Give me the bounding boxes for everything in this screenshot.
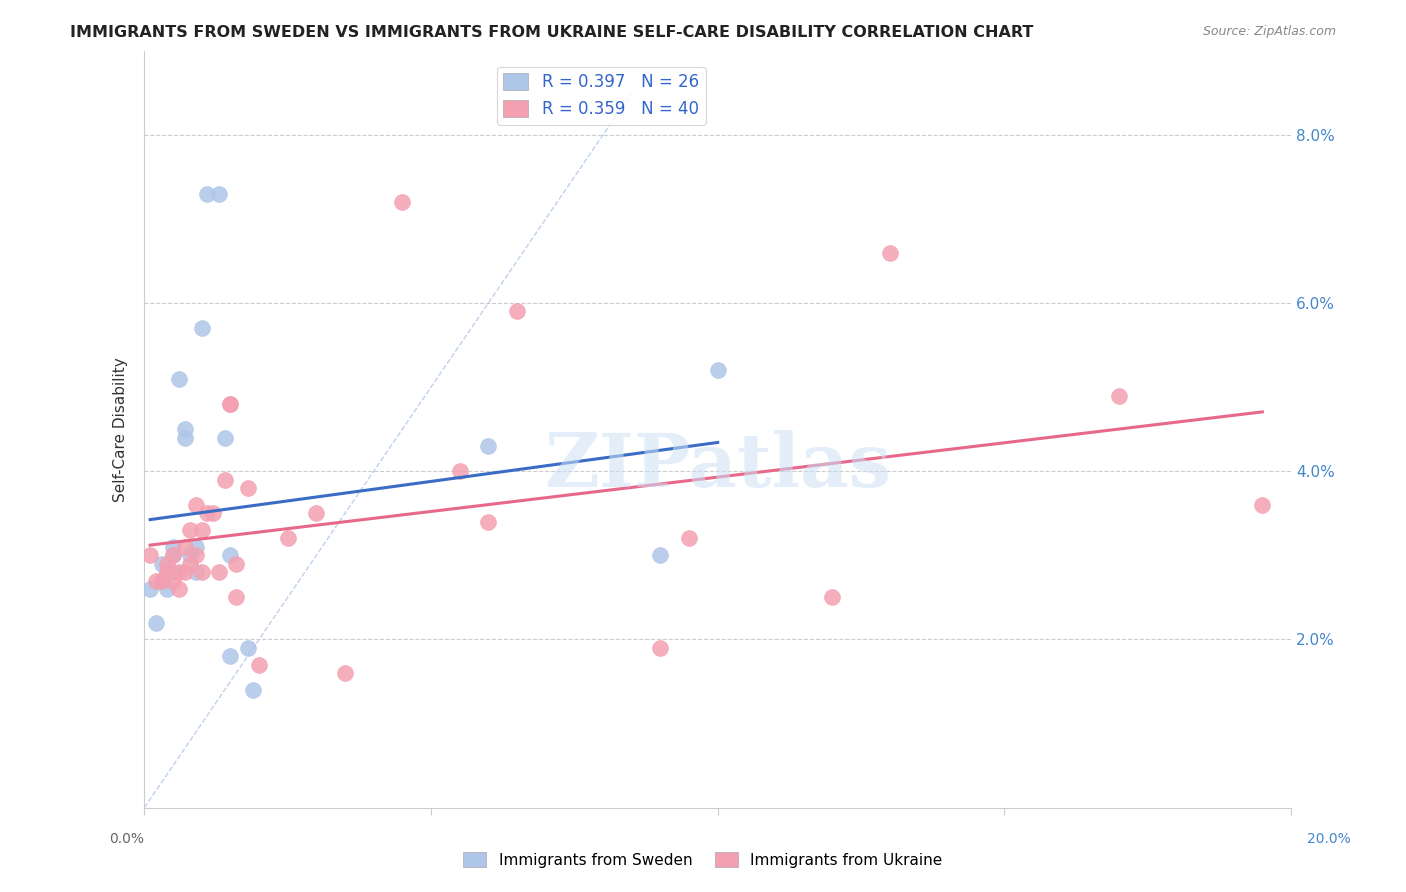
Point [167,565,190,579]
Point [477,515,499,529]
Point [236,481,259,495]
Point [247,657,270,672]
Point [821,591,844,605]
Point [1108,388,1130,402]
Point [391,195,413,210]
Point [173,422,195,436]
Y-axis label: Self-Care Disability: Self-Care Disability [114,357,128,501]
Legend: Immigrants from Sweden, Immigrants from Ukraine: Immigrants from Sweden, Immigrants from … [457,846,949,873]
Point [150,557,173,571]
Point [139,549,162,563]
Point [650,549,672,563]
Point [225,591,247,605]
Point [162,574,184,588]
Point [242,682,264,697]
Point [650,640,672,655]
Point [305,506,328,520]
Point [190,565,212,579]
Point [173,565,195,579]
Point [208,565,231,579]
Point [145,615,167,630]
Point [184,565,207,579]
Point [150,574,173,588]
Point [219,649,242,664]
Point [277,532,299,546]
Legend: R = 0.397   N = 26, R = 0.359   N = 40: R = 0.397 N = 26, R = 0.359 N = 40 [496,67,706,125]
Point [214,431,236,445]
Point [162,565,184,579]
Point [156,557,179,571]
Point [219,397,242,411]
Point [208,186,231,201]
Point [173,431,195,445]
Point [156,582,179,596]
Point [156,565,179,579]
Point [173,540,195,554]
Point [162,549,184,563]
Point [179,549,201,563]
Point [190,321,212,335]
Point [678,532,700,546]
Point [179,523,201,537]
Point [225,557,247,571]
Point [706,363,728,377]
Point [190,523,212,537]
Point [214,473,236,487]
Point [449,464,471,478]
Point [219,549,242,563]
Text: IMMIGRANTS FROM SWEDEN VS IMMIGRANTS FROM UKRAINE SELF-CARE DISABILITY CORRELATI: IMMIGRANTS FROM SWEDEN VS IMMIGRANTS FRO… [70,25,1033,40]
Text: 0.0%: 0.0% [110,832,143,846]
Point [219,397,242,411]
Point [184,549,207,563]
Point [139,582,162,596]
Point [477,439,499,453]
Point [162,549,184,563]
Point [1251,498,1274,512]
Point [333,666,356,681]
Point [197,186,219,201]
Text: 20.0%: 20.0% [1306,832,1351,846]
Point [879,245,901,260]
Point [167,372,190,386]
Point [506,304,529,318]
Point [167,582,190,596]
Point [162,540,184,554]
Point [156,565,179,579]
Point [184,498,207,512]
Text: ZIPatlas: ZIPatlas [544,431,891,503]
Point [145,574,167,588]
Point [202,506,225,520]
Point [179,557,201,571]
Point [236,640,259,655]
Point [150,574,173,588]
Text: Source: ZipAtlas.com: Source: ZipAtlas.com [1202,25,1336,38]
Point [184,540,207,554]
Point [197,506,219,520]
